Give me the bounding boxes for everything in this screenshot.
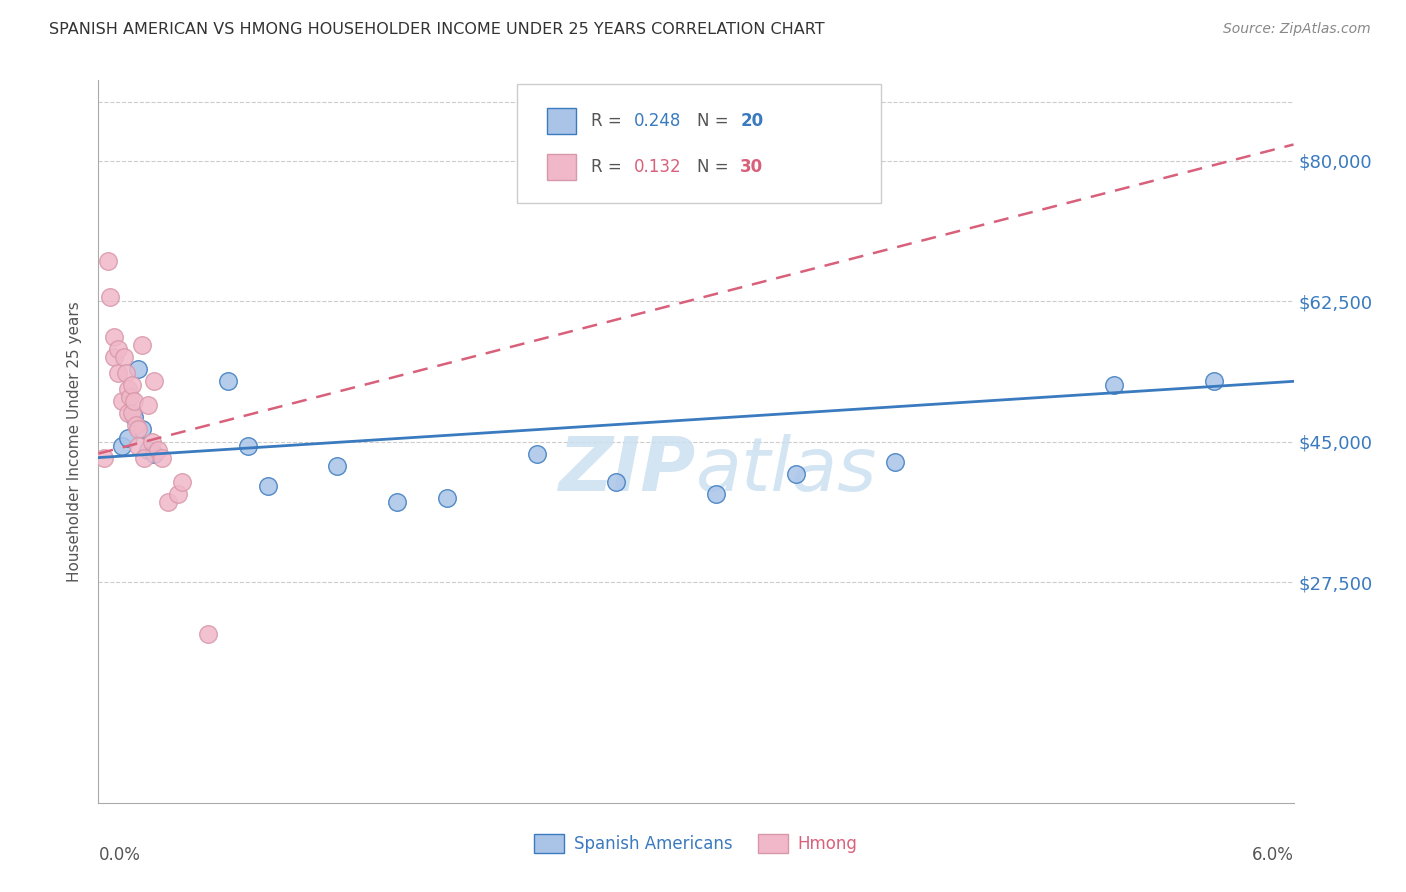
Text: SPANISH AMERICAN VS HMONG HOUSEHOLDER INCOME UNDER 25 YEARS CORRELATION CHART: SPANISH AMERICAN VS HMONG HOUSEHOLDER IN… bbox=[49, 22, 825, 37]
Point bbox=[704, 486, 727, 500]
FancyBboxPatch shape bbox=[517, 84, 882, 203]
Point bbox=[1202, 374, 1225, 388]
FancyBboxPatch shape bbox=[547, 154, 576, 180]
Point bbox=[131, 338, 153, 352]
Text: N =: N = bbox=[697, 158, 734, 176]
Point bbox=[157, 494, 180, 508]
Point bbox=[136, 398, 159, 412]
Point bbox=[526, 446, 548, 460]
Y-axis label: Householder Income Under 25 years: Householder Income Under 25 years bbox=[67, 301, 83, 582]
Text: N =: N = bbox=[697, 112, 734, 130]
Point bbox=[117, 430, 139, 444]
Point bbox=[103, 330, 125, 344]
Point bbox=[148, 442, 170, 457]
Point bbox=[785, 467, 807, 481]
Point bbox=[197, 627, 219, 641]
Point bbox=[111, 438, 134, 452]
Point bbox=[124, 394, 146, 409]
Point bbox=[115, 366, 138, 380]
Point bbox=[127, 438, 149, 452]
Text: 0.248: 0.248 bbox=[634, 112, 681, 130]
Point bbox=[605, 475, 627, 489]
Point bbox=[124, 410, 146, 425]
Point bbox=[167, 486, 190, 500]
Point bbox=[120, 390, 142, 404]
Point bbox=[107, 342, 129, 356]
Point bbox=[131, 422, 153, 436]
Text: 30: 30 bbox=[740, 158, 763, 176]
Point bbox=[121, 378, 143, 392]
Point bbox=[150, 450, 173, 465]
Point bbox=[884, 454, 907, 468]
Text: Source: ZipAtlas.com: Source: ZipAtlas.com bbox=[1223, 22, 1371, 37]
Point bbox=[134, 450, 156, 465]
Point bbox=[256, 478, 278, 492]
Point bbox=[121, 406, 143, 420]
Point bbox=[117, 382, 139, 396]
Text: 6.0%: 6.0% bbox=[1251, 847, 1294, 864]
Point bbox=[143, 446, 166, 460]
Point bbox=[236, 438, 259, 452]
Text: R =: R = bbox=[591, 112, 627, 130]
Point bbox=[136, 442, 159, 457]
Point bbox=[107, 366, 129, 380]
FancyBboxPatch shape bbox=[547, 109, 576, 135]
Point bbox=[125, 418, 148, 433]
Point bbox=[98, 290, 122, 304]
Point bbox=[217, 374, 239, 388]
Text: 0.0%: 0.0% bbox=[98, 847, 141, 864]
Point bbox=[111, 394, 134, 409]
Text: 20: 20 bbox=[740, 112, 763, 130]
Point bbox=[326, 458, 349, 473]
Point bbox=[127, 362, 149, 376]
Text: ZIP: ZIP bbox=[558, 434, 696, 507]
Point bbox=[143, 374, 166, 388]
Point bbox=[127, 422, 149, 436]
Legend: Spanish Americans, Hmong: Spanish Americans, Hmong bbox=[527, 827, 865, 860]
Point bbox=[112, 350, 135, 364]
Text: R =: R = bbox=[591, 158, 627, 176]
Text: 0.132: 0.132 bbox=[634, 158, 682, 176]
Point bbox=[385, 494, 409, 508]
Point bbox=[103, 350, 125, 364]
Point bbox=[141, 434, 163, 449]
Point bbox=[97, 253, 120, 268]
Point bbox=[172, 475, 194, 489]
Point bbox=[436, 491, 458, 505]
Text: atlas: atlas bbox=[696, 434, 877, 507]
Point bbox=[117, 406, 139, 420]
Point bbox=[93, 450, 115, 465]
Point bbox=[1102, 378, 1125, 392]
